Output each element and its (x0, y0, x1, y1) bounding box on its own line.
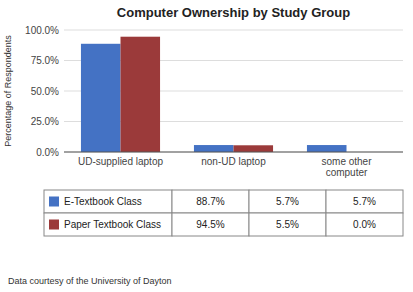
table-cell (326, 190, 403, 213)
table-cell (249, 190, 326, 213)
footnote: Data courtesy of the University of Dayto… (8, 276, 172, 286)
bar (194, 145, 234, 152)
bar (81, 44, 121, 152)
table-value: 5.5% (276, 219, 299, 230)
x-tick-label: some othercomputer (321, 156, 372, 178)
y-tick-label: 100.0% (25, 25, 59, 36)
y-axis-label: Percentage of Respondents (3, 35, 13, 147)
table-value: 5.7% (353, 196, 376, 207)
y-tick-label: 75.0% (31, 55, 59, 66)
table-cell (249, 213, 326, 236)
bar (234, 145, 274, 152)
table-row-label: E-Textbook Class (64, 196, 142, 207)
title: Computer Ownership by Study Group (117, 5, 350, 20)
legend-swatch (49, 220, 59, 230)
bars (81, 37, 347, 152)
x-axis-line (64, 152, 403, 153)
grid-line (64, 152, 403, 153)
bar (307, 145, 347, 152)
chart: Computer Ownership by Study Group Percent… (0, 0, 413, 292)
table-value: 88.7% (196, 196, 224, 207)
table-cell (44, 190, 172, 213)
y-tick-label: 25.0% (31, 116, 59, 127)
table-cell (172, 190, 249, 213)
grid-line (64, 30, 403, 31)
table-cell (326, 213, 403, 236)
x-tick-label-line: some other (321, 156, 372, 167)
table-value: 5.7% (276, 196, 299, 207)
x-tick-label-line: computer (326, 167, 368, 178)
x-tick-label-line: non-UD laptop (201, 156, 266, 167)
y-tick-label: 50.0% (31, 86, 59, 97)
x-tick-label-line: UD-supplied laptop (78, 156, 163, 167)
table-cell (44, 213, 172, 236)
table-value: 94.5% (196, 219, 224, 230)
x-tick-label: non-UD laptop (201, 156, 266, 167)
table-row-label: Paper Textbook Class (64, 219, 161, 230)
table-value: 0.0% (353, 219, 376, 230)
table-cell (172, 213, 249, 236)
y-tick-label: 0.0% (36, 147, 59, 158)
x-tick-label: UD-supplied laptop (78, 156, 163, 167)
legend-swatch (49, 197, 59, 207)
bar (121, 37, 161, 152)
